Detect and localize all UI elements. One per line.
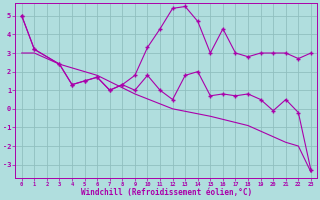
X-axis label: Windchill (Refroidissement éolien,°C): Windchill (Refroidissement éolien,°C): [81, 188, 252, 197]
